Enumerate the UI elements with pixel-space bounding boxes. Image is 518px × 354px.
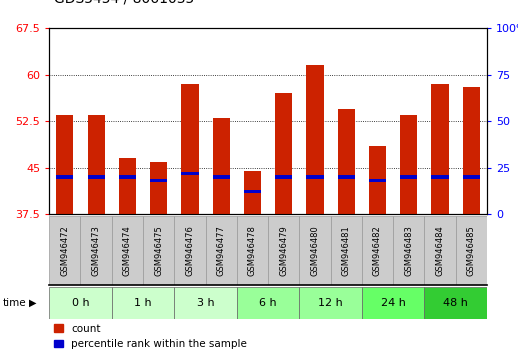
Bar (112, 216, 143, 285)
Bar (237, 216, 268, 285)
Text: GSM946478: GSM946478 (248, 225, 257, 276)
Text: GSM946484: GSM946484 (436, 225, 444, 276)
Bar (431, 176, 449, 178)
Bar (181, 172, 198, 175)
Bar (244, 190, 261, 193)
Bar (56, 176, 74, 178)
Bar (88, 115, 105, 214)
Bar (150, 161, 167, 214)
Bar (80, 216, 112, 285)
Bar (424, 287, 487, 319)
Text: GSM946476: GSM946476 (185, 225, 194, 276)
Bar (49, 287, 112, 319)
Bar (306, 65, 324, 214)
Text: GDS5454 / 8061035: GDS5454 / 8061035 (54, 0, 195, 5)
Bar (56, 115, 74, 214)
Bar (112, 287, 174, 319)
Bar (119, 176, 136, 178)
Text: GSM946474: GSM946474 (123, 225, 132, 276)
Bar (206, 216, 237, 285)
Bar (212, 176, 230, 178)
Bar (463, 87, 480, 214)
Bar (338, 109, 355, 214)
Bar (369, 179, 386, 182)
Bar (299, 216, 330, 285)
Bar (338, 176, 355, 178)
Bar (143, 216, 174, 285)
Bar (330, 216, 362, 285)
Text: GSM946473: GSM946473 (92, 225, 100, 276)
Text: GSM946481: GSM946481 (342, 225, 351, 276)
Bar (150, 179, 167, 182)
Text: ▶: ▶ (28, 298, 36, 308)
Text: 12 h: 12 h (318, 298, 343, 308)
Bar (237, 287, 299, 319)
Bar (275, 176, 292, 178)
Text: GSM946480: GSM946480 (310, 225, 320, 276)
Bar (244, 171, 261, 214)
Bar (369, 146, 386, 214)
Bar (431, 84, 449, 214)
Bar (174, 287, 237, 319)
Bar (212, 118, 230, 214)
Bar (400, 176, 418, 178)
Bar (181, 84, 198, 214)
Text: GSM946482: GSM946482 (373, 225, 382, 276)
Bar (119, 159, 136, 214)
Text: 24 h: 24 h (381, 298, 406, 308)
Legend: count, percentile rank within the sample: count, percentile rank within the sample (54, 324, 247, 349)
Text: GSM946483: GSM946483 (404, 225, 413, 276)
Bar (393, 216, 424, 285)
Bar (306, 176, 324, 178)
Text: 6 h: 6 h (259, 298, 277, 308)
Text: GSM946472: GSM946472 (60, 225, 69, 276)
Bar (400, 115, 418, 214)
Bar (88, 176, 105, 178)
Bar (424, 216, 456, 285)
Bar (299, 287, 362, 319)
Bar (174, 216, 206, 285)
Text: GSM946475: GSM946475 (154, 225, 163, 276)
Bar (362, 287, 424, 319)
Bar (49, 216, 80, 285)
Text: GSM946485: GSM946485 (467, 225, 476, 276)
Text: GSM946477: GSM946477 (217, 225, 226, 276)
Text: 1 h: 1 h (134, 298, 152, 308)
Text: time: time (3, 298, 26, 308)
Bar (268, 216, 299, 285)
Text: 0 h: 0 h (71, 298, 89, 308)
Bar (456, 216, 487, 285)
Text: 3 h: 3 h (197, 298, 214, 308)
Text: GSM946479: GSM946479 (279, 225, 288, 276)
Bar (362, 216, 393, 285)
Bar (463, 176, 480, 178)
Bar (275, 93, 292, 214)
Text: 48 h: 48 h (443, 298, 468, 308)
